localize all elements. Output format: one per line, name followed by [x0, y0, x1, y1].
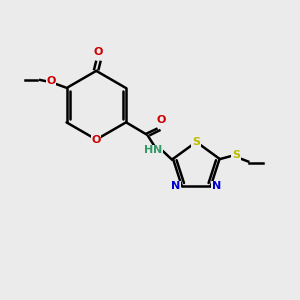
Text: O: O	[94, 47, 103, 57]
Text: S: S	[192, 137, 200, 147]
Text: H: H	[144, 146, 153, 155]
Text: N: N	[171, 181, 181, 191]
Text: O: O	[156, 115, 166, 125]
Text: O: O	[92, 134, 101, 145]
Text: O: O	[46, 76, 56, 86]
Text: N: N	[153, 146, 163, 155]
Text: S: S	[232, 150, 240, 160]
Text: N: N	[212, 181, 221, 191]
